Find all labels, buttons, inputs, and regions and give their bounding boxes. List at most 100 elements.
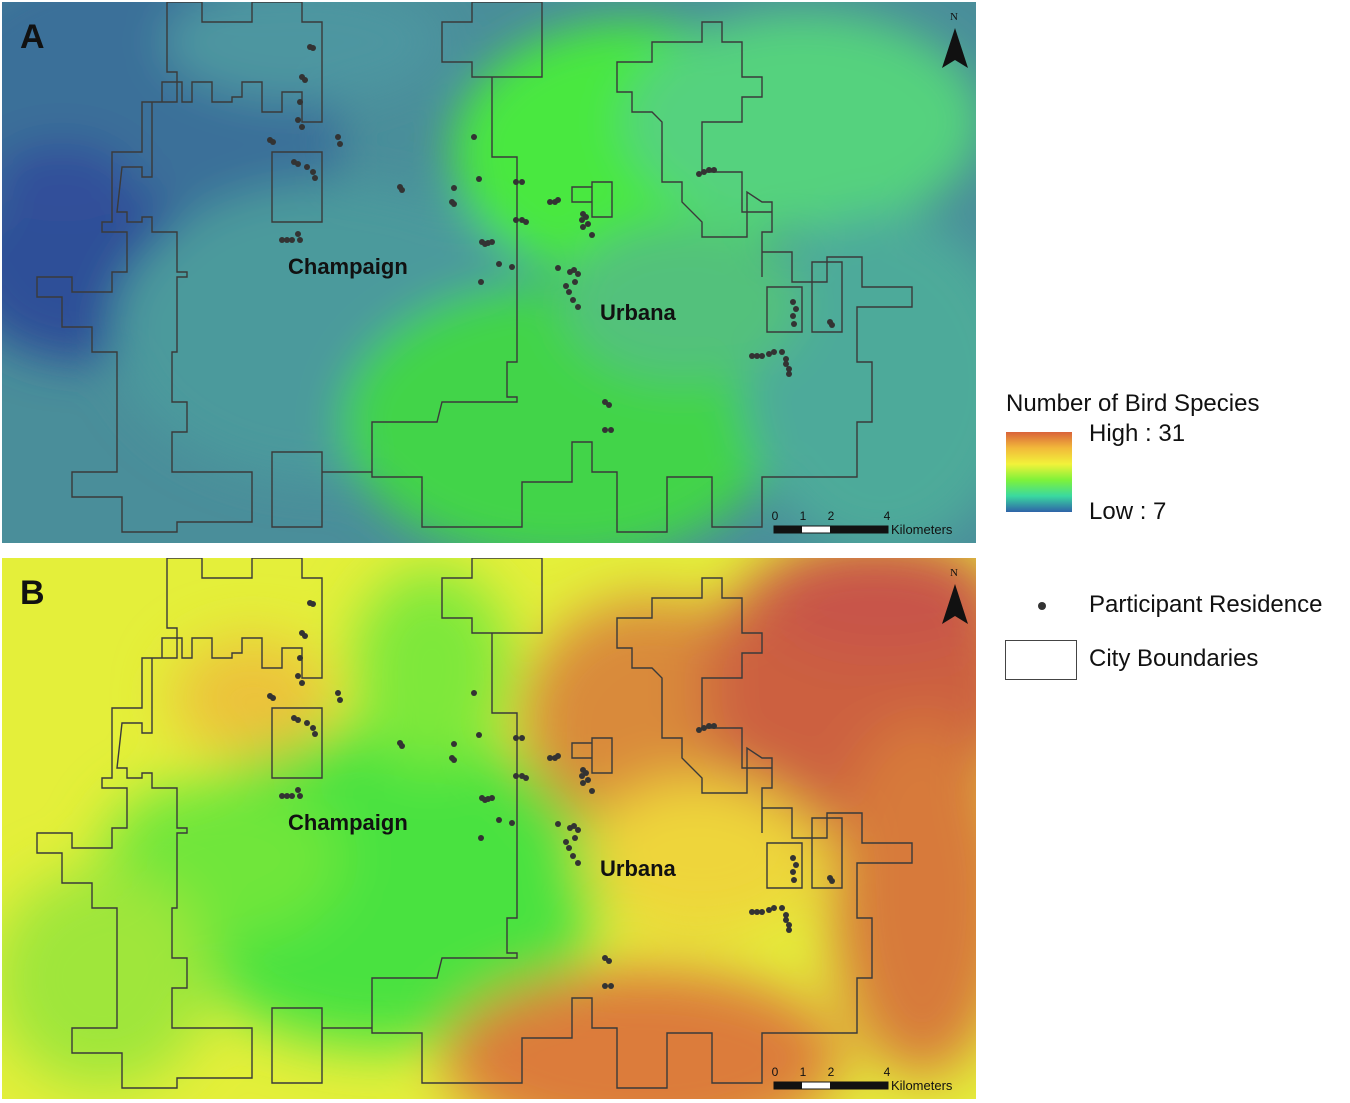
residence-dot [606, 402, 612, 408]
residence-dot [589, 232, 595, 238]
residence-dot [585, 221, 591, 227]
residence-dot [766, 351, 772, 357]
residence-dot [302, 633, 308, 639]
residence-dot [575, 271, 581, 277]
residence-dot [335, 690, 341, 696]
residence-dot [580, 780, 586, 786]
residence-dot [304, 164, 310, 170]
urbana-label: Urbana [600, 856, 677, 881]
svg-text:0: 0 [772, 1065, 779, 1079]
residence-dot [297, 655, 303, 661]
residence-dot [476, 732, 482, 738]
residence-dot [555, 197, 561, 203]
svg-text:1: 1 [800, 1065, 807, 1079]
svg-text:4: 4 [884, 509, 891, 523]
residence-dot [706, 167, 712, 173]
residence-dot [570, 853, 576, 859]
residence-dot [476, 176, 482, 182]
residence-dot [579, 773, 585, 779]
legend-residence-label: Participant Residence [1089, 591, 1323, 618]
residence-dot [335, 134, 341, 140]
residence-dot [701, 725, 707, 731]
residence-dot [783, 912, 789, 918]
residence-dot [451, 185, 457, 191]
panel-letter: A [20, 18, 45, 56]
svg-text:Kilometers: Kilometers [891, 522, 953, 537]
residence-dot [579, 217, 585, 223]
residence-dot [711, 167, 717, 173]
residence-dot [312, 175, 318, 181]
residence-dot [771, 905, 777, 911]
svg-text:2: 2 [828, 1065, 835, 1079]
legend-high-label: High : 31 [1089, 420, 1186, 447]
residence-dot [279, 793, 285, 799]
residence-dot [284, 793, 290, 799]
residence-dot [523, 775, 529, 781]
residence-dot [696, 171, 702, 177]
residence-dot [575, 827, 581, 833]
residence-dot [523, 219, 529, 225]
residence-dot [555, 265, 561, 271]
residence-dot [471, 690, 477, 696]
residence-dot [295, 231, 301, 237]
residence-dot [289, 237, 295, 243]
residence-dot [337, 141, 343, 147]
residence-dot [571, 823, 577, 829]
residence-dot [289, 793, 295, 799]
residence-dot [572, 279, 578, 285]
urbana-label: Urbana [600, 300, 677, 325]
residence-dot [783, 917, 789, 923]
species-surface-a [2, 2, 976, 543]
residence-dot [471, 134, 477, 140]
residence-dot [489, 795, 495, 801]
participant-residences-a [267, 44, 835, 433]
svg-text:2: 2 [828, 509, 835, 523]
residence-dot [547, 755, 553, 761]
residence-dot [706, 723, 712, 729]
residence-dot [399, 743, 405, 749]
residence-dot [786, 922, 792, 928]
residence-dot [779, 349, 785, 355]
residence-dot [295, 673, 301, 679]
residence-dot [509, 264, 515, 270]
residence-dot [478, 279, 484, 285]
residence-dot [496, 817, 502, 823]
residence-dot [790, 855, 796, 861]
residence-dot [513, 179, 519, 185]
residence-dot [310, 725, 316, 731]
residence-dot [297, 793, 303, 799]
residence-dot [602, 983, 608, 989]
residence-dot [302, 77, 308, 83]
residence-dot [297, 237, 303, 243]
residence-dot [572, 835, 578, 841]
residence-dot [566, 289, 572, 295]
residence-dot [547, 199, 553, 205]
residence-dot [310, 45, 316, 51]
map-panel-a: A Champaign Urbana N 0 1 2 4 Kilometers [2, 2, 976, 543]
residence-dot [589, 788, 595, 794]
svg-text:N: N [950, 567, 958, 579]
residence-dot [608, 983, 614, 989]
residence-dot [513, 735, 519, 741]
residence-dot [793, 862, 799, 868]
residence-dot [759, 353, 765, 359]
residence-dot [570, 297, 576, 303]
residence-dot [790, 869, 796, 875]
residence-dot [563, 839, 569, 845]
residence-dot [783, 361, 789, 367]
residence-dot [270, 695, 276, 701]
residence-dot [295, 161, 301, 167]
svg-text:0: 0 [772, 509, 779, 523]
residence-dot [580, 224, 586, 230]
residence-dot [779, 905, 785, 911]
residence-dot [749, 353, 755, 359]
residence-dot [295, 717, 301, 723]
svg-text:1: 1 [800, 509, 807, 523]
residence-dot [270, 139, 276, 145]
residence-dot [312, 731, 318, 737]
residence-dot [791, 877, 797, 883]
residence-dot [337, 697, 343, 703]
residence-dot [566, 845, 572, 851]
residence-dot [555, 821, 561, 827]
residence-dot [519, 179, 525, 185]
